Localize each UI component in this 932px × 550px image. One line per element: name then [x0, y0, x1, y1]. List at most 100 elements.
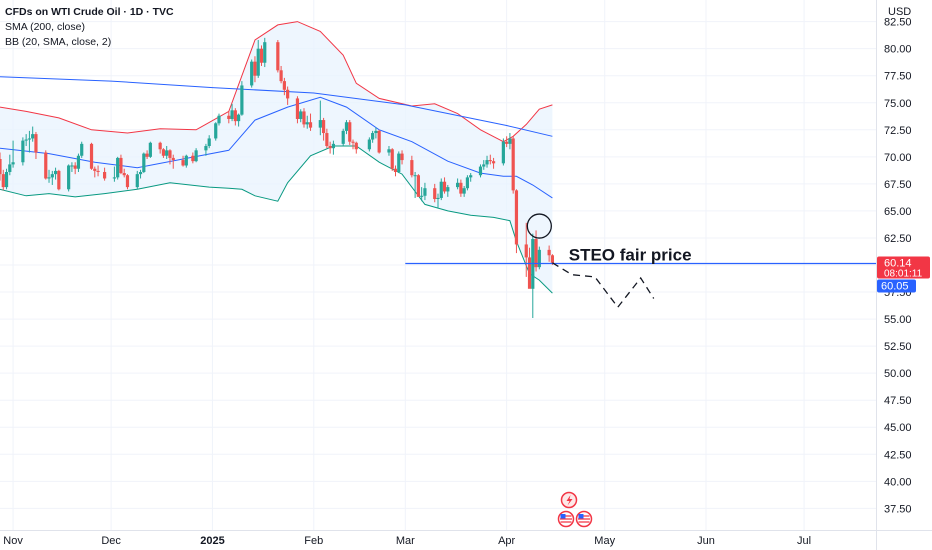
candle: [256, 40, 260, 78]
candle: [341, 128, 345, 147]
candle: [387, 146, 391, 156]
time-tick-label: Jul: [797, 535, 811, 547]
candle: [413, 171, 417, 198]
candle: [138, 169, 143, 179]
candle: [135, 170, 139, 190]
candle: [305, 115, 309, 129]
candle: [237, 113, 241, 127]
candle: [299, 109, 303, 123]
candle: [321, 117, 326, 141]
price-tick-label: 67.50: [884, 179, 912, 191]
bb-indicator-label[interactable]: BB (20, SMA, close, 2): [5, 36, 112, 48]
time-tick-label: Apr: [498, 535, 515, 547]
candle: [442, 177, 447, 194]
time-tick-label: Jun: [697, 535, 715, 547]
candle: [93, 166, 97, 178]
time-tick-label: Feb: [304, 535, 323, 547]
time-axis[interactable]: Nov Dec 2025 Feb Mar Apr May Jun Jul: [0, 530, 932, 548]
candle: [142, 152, 146, 174]
lightning-glyph-icon: [566, 495, 573, 506]
price-tick-label: 75.00: [884, 98, 912, 110]
event-icons[interactable]: [557, 491, 593, 528]
symbol-title[interactable]: CFDs on WTI Crude Oil · 1D · TVC: [5, 6, 174, 18]
price-tick-label: 82.50: [884, 17, 912, 29]
candle: [348, 120, 352, 145]
candle: [410, 155, 414, 178]
candle: [57, 169, 61, 191]
candle: [400, 150, 404, 165]
price-tick-label: 62.50: [884, 233, 912, 245]
candle: [416, 174, 420, 197]
candle: [73, 162, 77, 175]
highlight-circle[interactable]: [526, 213, 552, 239]
price-tick-label: 65.00: [884, 206, 912, 218]
candle: [446, 184, 450, 197]
candle: [161, 148, 166, 158]
candle: [250, 59, 254, 88]
candle: [478, 164, 483, 178]
candle: [21, 137, 25, 166]
candle: [537, 246, 541, 270]
candle: [371, 130, 375, 143]
candle: [1, 169, 5, 191]
candle: [230, 103, 234, 122]
candle: [328, 141, 332, 154]
candle: [325, 128, 329, 149]
candle: [524, 222, 528, 277]
candle: [204, 143, 208, 156]
candle: [53, 167, 58, 180]
candle: [102, 167, 107, 181]
price-tick-label: 52.50: [884, 341, 912, 353]
time-tick-label: 2025: [200, 535, 224, 547]
candle: [505, 136, 509, 148]
candle: [331, 140, 336, 155]
last-price-value: 60.14: [884, 257, 912, 269]
candle: [112, 166, 117, 182]
candle: [393, 165, 398, 177]
candle: [351, 139, 355, 150]
candle: [367, 137, 371, 152]
candle: [318, 100, 322, 136]
candle: [191, 152, 195, 164]
candle: [207, 135, 211, 149]
candle: [253, 56, 257, 83]
candle: [50, 170, 54, 185]
candle: [501, 138, 505, 166]
time-tick-label: May: [594, 535, 615, 547]
candle: [439, 178, 443, 201]
candle: [423, 182, 427, 201]
sma-200-line: [0, 76, 553, 137]
candle: [282, 77, 286, 96]
candles: [0, 37, 555, 318]
candle: [240, 81, 244, 116]
candle: [11, 140, 15, 168]
candle: [145, 150, 149, 159]
candle: [227, 111, 231, 124]
candle: [485, 155, 489, 168]
candle: [279, 65, 283, 84]
candle: [527, 247, 532, 289]
currency-label[interactable]: USD: [888, 6, 912, 18]
price-tick-label: 72.50: [884, 125, 912, 137]
candle: [263, 37, 267, 68]
candle: [420, 187, 424, 202]
candle: [514, 189, 519, 254]
candle: [491, 157, 496, 169]
candle: [89, 142, 94, 170]
line-price-tag: [877, 279, 916, 293]
candle: [302, 108, 306, 128]
candle: [488, 154, 492, 165]
price-tick-label: 77.50: [884, 71, 912, 83]
candle: [67, 164, 71, 192]
time-tick-label: Dec: [101, 535, 121, 547]
candle: [508, 133, 512, 150]
sma-indicator-label[interactable]: SMA (200, close): [5, 21, 85, 33]
candle: [171, 154, 175, 169]
price-projection-path[interactable]: [552, 262, 655, 309]
candle: [24, 134, 28, 147]
time-tick-label: Mar: [396, 535, 415, 547]
candle: [459, 179, 463, 197]
price-tick-label: 70.00: [884, 152, 912, 164]
